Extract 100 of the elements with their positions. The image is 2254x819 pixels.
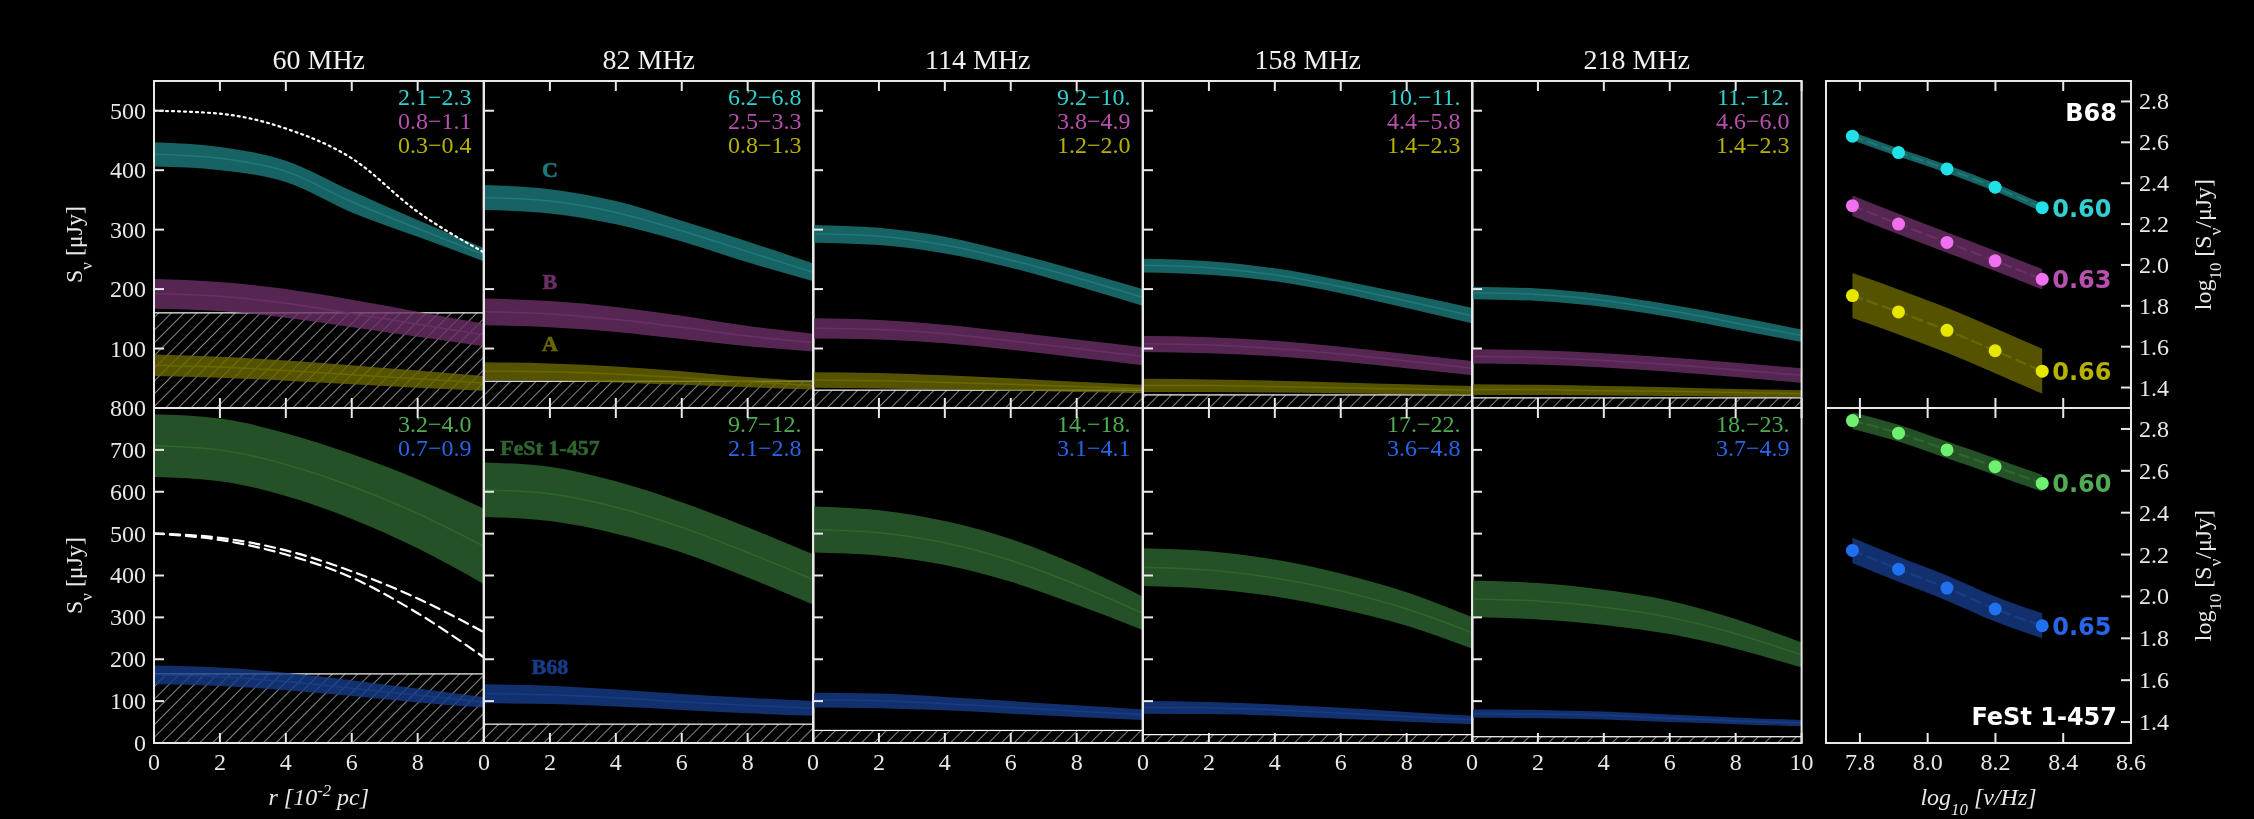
series-label: C bbox=[541, 157, 558, 183]
x-tick-label: 4 bbox=[1268, 749, 1281, 775]
y2-tick-label: 2.4 bbox=[2139, 499, 2169, 526]
annotation: 0.7−0.9 bbox=[398, 435, 472, 461]
chart-title: 158 MHz bbox=[1254, 44, 1361, 75]
x-tick-label: 10 bbox=[1789, 749, 1814, 775]
x-tick-label: 8 bbox=[411, 749, 424, 775]
series-label: A bbox=[541, 331, 558, 357]
series-label: B bbox=[542, 268, 558, 294]
y-tick-label: 400 bbox=[110, 562, 146, 589]
x-tick-label: 6 bbox=[1334, 749, 1347, 775]
x-tick-label: 8.0 bbox=[1912, 749, 1943, 775]
y2-tick-label: 2.4 bbox=[2139, 170, 2169, 197]
x-tick-label: 2 bbox=[543, 749, 556, 775]
y-tick-label: 300 bbox=[110, 216, 146, 243]
x-tick-label: 8.4 bbox=[2048, 749, 2079, 775]
y2-tick-label: 2.2 bbox=[2139, 541, 2169, 568]
y2-tick-label: 1.6 bbox=[2139, 667, 2169, 694]
x-tick-label: 6 bbox=[675, 749, 688, 775]
annotation: 10.−11. bbox=[1387, 84, 1461, 110]
annotation: 0.66 bbox=[2052, 358, 2112, 387]
x-tick-label: 0 bbox=[477, 749, 490, 775]
x-axis-title: r [10$^{-2}$ pc] bbox=[268, 780, 370, 810]
annotation: 2.1−2.8 bbox=[727, 435, 802, 461]
x-tick-label: 6 bbox=[1664, 749, 1677, 775]
x-tick-label: 2 bbox=[213, 749, 226, 775]
y-tick-label: 200 bbox=[110, 276, 146, 303]
y2-tick-label: 1.8 bbox=[2139, 292, 2169, 319]
y-tick-label: 0 bbox=[134, 730, 146, 756]
y-tick-label: 500 bbox=[110, 520, 146, 547]
chart-title: 114 MHz bbox=[925, 44, 1031, 75]
y-tick-label: 600 bbox=[110, 478, 146, 505]
x-tick-label: 6 bbox=[345, 749, 358, 775]
x-tick-label: 4 bbox=[279, 749, 292, 775]
annotation: 14.−18. bbox=[1057, 411, 1131, 437]
annotation: 0.65 bbox=[2052, 612, 2112, 641]
y-tick-label: 200 bbox=[110, 646, 146, 673]
series-label: FeSt 1-457 bbox=[499, 434, 600, 460]
annotation: 0.60 bbox=[2052, 470, 2112, 499]
x-tick-label: 8 bbox=[1730, 749, 1743, 775]
y2-tick-label: 1.6 bbox=[2139, 333, 2169, 360]
y-tick-label: 100 bbox=[110, 335, 146, 362]
y-tick-label: 300 bbox=[110, 604, 146, 631]
x-tick-label: 4 bbox=[939, 749, 952, 775]
chart-title: 218 MHz bbox=[1583, 44, 1691, 75]
y2-tick-label: 2.6 bbox=[2139, 457, 2169, 484]
y2-tick-label: 2.0 bbox=[2139, 251, 2169, 278]
y2-tick-label: 2.8 bbox=[2139, 88, 2169, 115]
x-tick-label: 8 bbox=[1070, 749, 1083, 775]
annotation: 4.4−5.8 bbox=[1386, 108, 1461, 134]
y-tick-label: 700 bbox=[110, 436, 146, 463]
x-tick-label: 0 bbox=[807, 749, 820, 775]
y2-tick-label: 2.2 bbox=[2139, 211, 2169, 238]
x-tick-label: 7.8 bbox=[1844, 749, 1875, 775]
x-tick-label: 4 bbox=[609, 749, 622, 775]
annotation: 2.5−3.3 bbox=[727, 108, 802, 134]
series-label: B68 bbox=[531, 653, 568, 679]
annotation: 2.1−2.3 bbox=[398, 84, 472, 110]
x-tick-label: 8.2 bbox=[1980, 749, 2011, 775]
y-tick-label: 400 bbox=[110, 157, 146, 184]
x-tick-label: 8 bbox=[741, 749, 754, 775]
x-tick-label: 6 bbox=[1004, 749, 1017, 775]
annotation: 0.8−1.3 bbox=[727, 132, 802, 158]
x-tick-label: 8 bbox=[1400, 749, 1413, 775]
annotation: 1.4−2.3 bbox=[1716, 132, 1790, 158]
chart-title: 60 MHz bbox=[272, 44, 366, 75]
annotation: 0.8−1.1 bbox=[398, 108, 472, 134]
x-tick-label: 0 bbox=[1136, 749, 1149, 775]
annotation: 17.−22. bbox=[1386, 411, 1461, 437]
annotation: 0.60 bbox=[2052, 194, 2112, 223]
y2-tick-label: 1.8 bbox=[2139, 625, 2169, 652]
annotation: B68 bbox=[2065, 99, 2117, 127]
annotation: 9.7−12. bbox=[727, 411, 802, 437]
annotation: 4.6−6.0 bbox=[1716, 108, 1790, 134]
x-axis-title: log$_{10}$ [ν/Hz] bbox=[1920, 784, 2037, 819]
annotation: 1.4−2.3 bbox=[1386, 132, 1461, 158]
x-tick-label: 0 bbox=[1466, 749, 1479, 775]
annotation: 0.3−0.4 bbox=[398, 132, 472, 158]
y2-tick-label: 2.0 bbox=[2139, 583, 2169, 610]
annotation: FeSt 1-457 bbox=[1971, 703, 2117, 731]
y2-tick-label: 1.4 bbox=[2139, 709, 2169, 736]
y2-tick-label: 1.4 bbox=[2139, 374, 2169, 401]
x-tick-label: 2 bbox=[1532, 749, 1545, 775]
y-tick-label: 100 bbox=[110, 688, 146, 715]
annotation: 3.6−4.8 bbox=[1386, 435, 1461, 461]
annotation: 3.7−4.9 bbox=[1716, 435, 1790, 461]
chart-title: 82 MHz bbox=[602, 44, 695, 75]
annotation: 6.2−6.8 bbox=[727, 84, 802, 110]
annotation: 3.1−4.1 bbox=[1057, 435, 1131, 461]
y-tick-label: 800 bbox=[110, 395, 146, 421]
x-tick-label: 4 bbox=[1598, 749, 1611, 775]
annotation: 11.−12. bbox=[1717, 84, 1790, 110]
annotation: 3.8−4.9 bbox=[1057, 108, 1131, 134]
x-tick-label: 2 bbox=[1202, 749, 1215, 775]
annotation: 3.2−4.0 bbox=[398, 411, 472, 437]
y2-tick-label: 2.8 bbox=[2139, 415, 2169, 442]
x-tick-label: 8.6 bbox=[2116, 749, 2146, 775]
annotation: 9.2−10. bbox=[1057, 84, 1131, 110]
y-tick-label: 500 bbox=[110, 97, 146, 124]
annotation: 1.2−2.0 bbox=[1057, 132, 1131, 158]
